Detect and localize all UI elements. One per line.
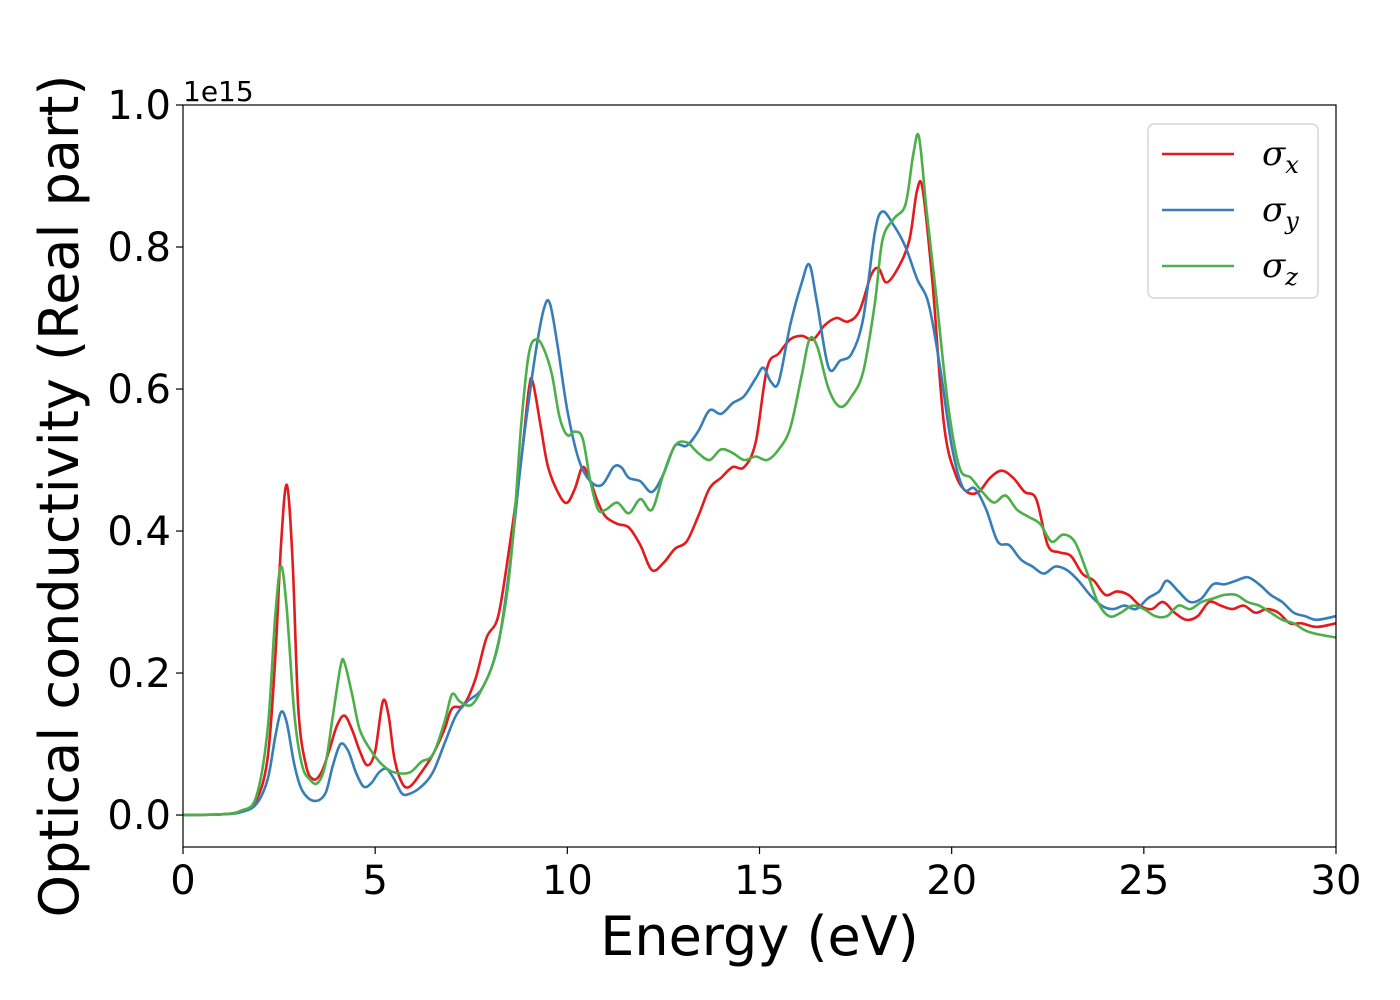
- y-tick-label: 0.4: [107, 509, 171, 555]
- x-tick-label: 20: [926, 858, 977, 904]
- legend-label-z: σz: [1262, 246, 1298, 291]
- x-tick-label: 5: [362, 858, 387, 904]
- legend: σx σy σz: [1147, 123, 1319, 299]
- x-tick-label: 15: [734, 858, 785, 904]
- series-line-z: [183, 132, 1336, 817]
- x-tick-label: 10: [542, 858, 593, 904]
- x-tick-label: 25: [1118, 858, 1169, 904]
- y-tick-label: 0.6: [107, 367, 171, 413]
- x-tick-label: 0: [170, 858, 195, 904]
- y-axis-label: Optical conductivity (Real part): [28, 75, 91, 918]
- axis-ticks: 0 5 10 15 20 25 30 0.0 0.2 0.4 0.6 0.8 1.0: [107, 83, 1361, 904]
- y-tick-label: 0.8: [107, 225, 171, 271]
- y-tick-label: 0.2: [107, 651, 171, 697]
- y-offset-label: 1e15: [183, 75, 254, 108]
- series-line-y: [183, 210, 1336, 817]
- y-tick-label: 1.0: [107, 83, 171, 129]
- series-lines: [183, 132, 1336, 817]
- series-line-x: [183, 179, 1336, 817]
- legend-label-x: σx: [1262, 134, 1299, 179]
- legend-label-y: σy: [1262, 190, 1299, 235]
- x-axis-label: Energy (eV): [600, 905, 919, 968]
- y-tick-label: 0.0: [107, 793, 171, 839]
- x-tick-label: 30: [1311, 858, 1362, 904]
